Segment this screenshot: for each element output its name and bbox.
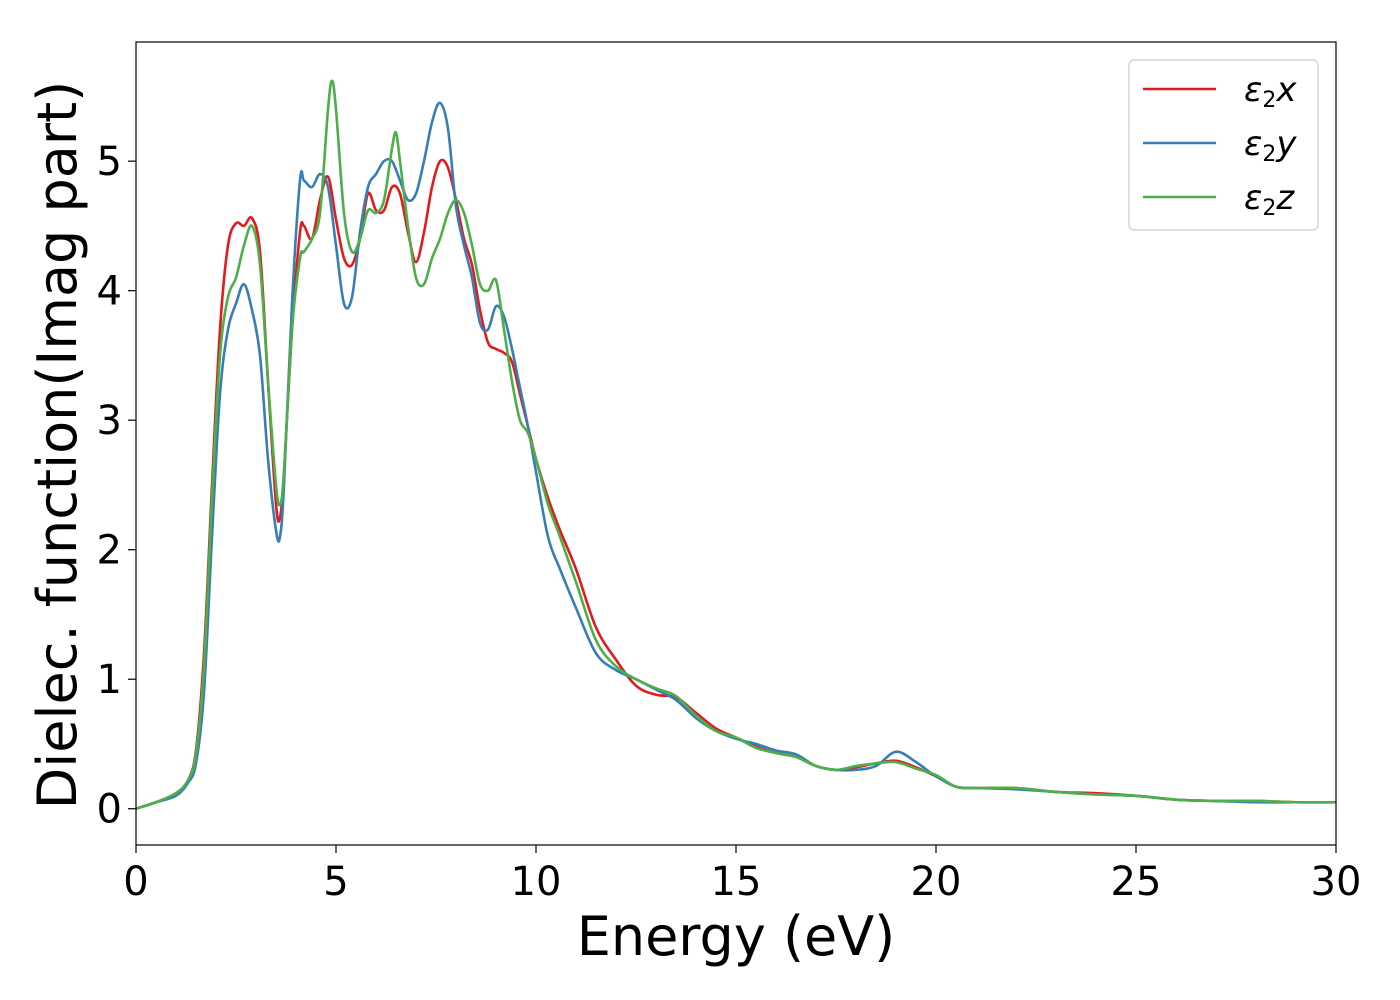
x-tick-label: 20: [911, 859, 962, 905]
y-tick-label: 4: [97, 269, 122, 315]
series-line-z: [135, 79, 1337, 810]
x-tick-label: 5: [323, 859, 348, 905]
x-tick-label: 25: [1111, 859, 1162, 905]
y-tick-label: 5: [97, 139, 122, 185]
x-tick-label: 30: [1311, 859, 1362, 905]
legend-label-x: ε2x: [1244, 70, 1297, 113]
y-tick-label: 1: [97, 657, 122, 703]
x-tick-label: 0: [123, 859, 148, 905]
legend: ε2x ε2y ε2z: [1128, 59, 1319, 231]
x-tick-label: 10: [511, 859, 562, 905]
series-layer: [135, 79, 1337, 810]
legend-label-z: ε2z: [1244, 178, 1295, 221]
y-tick-label: 0: [97, 787, 122, 833]
y-tick-label: 2: [97, 528, 122, 574]
y-tick-label: 3: [97, 398, 122, 444]
x-axis-ticks: 0 5 10 15 20 25 30: [123, 845, 1361, 905]
legend-label-y: ε2y: [1244, 124, 1297, 167]
y-axis-ticks: 0 1 2 3 4 5: [97, 139, 136, 833]
x-tick-label: 15: [711, 859, 762, 905]
y-axis-label: Dielec. function(Imag part): [26, 81, 89, 810]
series-line-y: [135, 101, 1336, 810]
legend-box: [1128, 59, 1319, 231]
x-axis-label: Energy (eV): [577, 905, 896, 968]
